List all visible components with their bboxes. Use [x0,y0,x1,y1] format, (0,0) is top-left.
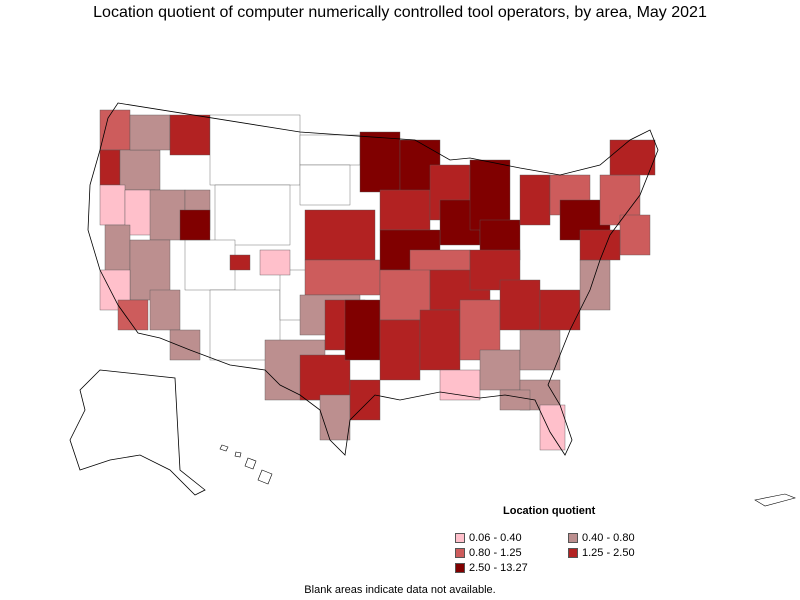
map-area [149,189,186,241]
legend-item-2: 0.40 - 0.80 [568,531,635,544]
us-outline [87,102,659,456]
legend-title: Location quotient [503,505,596,517]
map-area [359,131,401,193]
map-area [519,174,551,226]
map-area [579,259,611,311]
map-area [344,299,381,361]
map-area [469,159,511,231]
map-area [539,289,581,331]
map-area [479,349,521,391]
map-area [214,184,291,246]
map-area [609,139,656,176]
map-area [229,254,251,271]
legend-item-5: 2.50 - 13.27 [455,561,528,574]
legend-swatch-4 [568,547,578,558]
map-area [299,164,351,206]
map-area [319,394,351,441]
hawaii [219,444,273,485]
map-area [304,259,381,296]
map-area [304,209,376,261]
legend-label-4: 1.25 - 2.50 [582,546,635,559]
map-area [209,114,301,186]
map-area [299,354,351,401]
map-regions [99,109,656,451]
map-area [99,109,131,151]
map-area [104,224,131,276]
legend-label-1: 0.06 - 0.40 [469,531,522,544]
alaska-outline [69,369,206,496]
map-area [419,309,461,371]
legend-item-3: 0.80 - 1.25 [455,546,522,559]
map-area [149,289,181,331]
map-area [349,379,381,421]
legend-swatch-3 [455,547,465,558]
map-area [169,329,201,361]
map-area [619,214,651,256]
legend-label-5: 2.50 - 13.27 [469,561,528,574]
map-area [169,114,211,156]
map-area [539,404,566,451]
legend-swatch-5 [455,562,465,573]
legend-item-4: 1.25 - 2.50 [568,546,635,559]
map-area [99,149,121,186]
map-title: Location quotient of computer numericall… [93,4,707,21]
legend-swatch-2 [568,532,578,543]
map-area [179,209,211,241]
map-area [579,229,621,261]
map-area [379,189,431,231]
map-area [184,239,236,291]
map-area [499,389,531,411]
map-area [259,249,291,276]
map-area [299,134,361,166]
map-area [499,279,541,331]
map-area [129,114,171,151]
map-area [439,369,481,401]
footnote: Blank areas indicate data not available. [304,584,496,596]
map-area [379,319,421,381]
map-area [99,184,126,226]
legend-item-1: 0.06 - 0.40 [455,531,522,544]
puerto-rico [754,493,796,507]
legend-label-3: 0.80 - 1.25 [469,546,522,559]
map-area [119,149,161,191]
legend-swatch-1 [455,532,465,543]
map-area [519,329,561,371]
state-outlines [69,102,659,496]
map-area [117,299,149,331]
legend-label-2: 0.40 - 0.80 [582,531,635,544]
